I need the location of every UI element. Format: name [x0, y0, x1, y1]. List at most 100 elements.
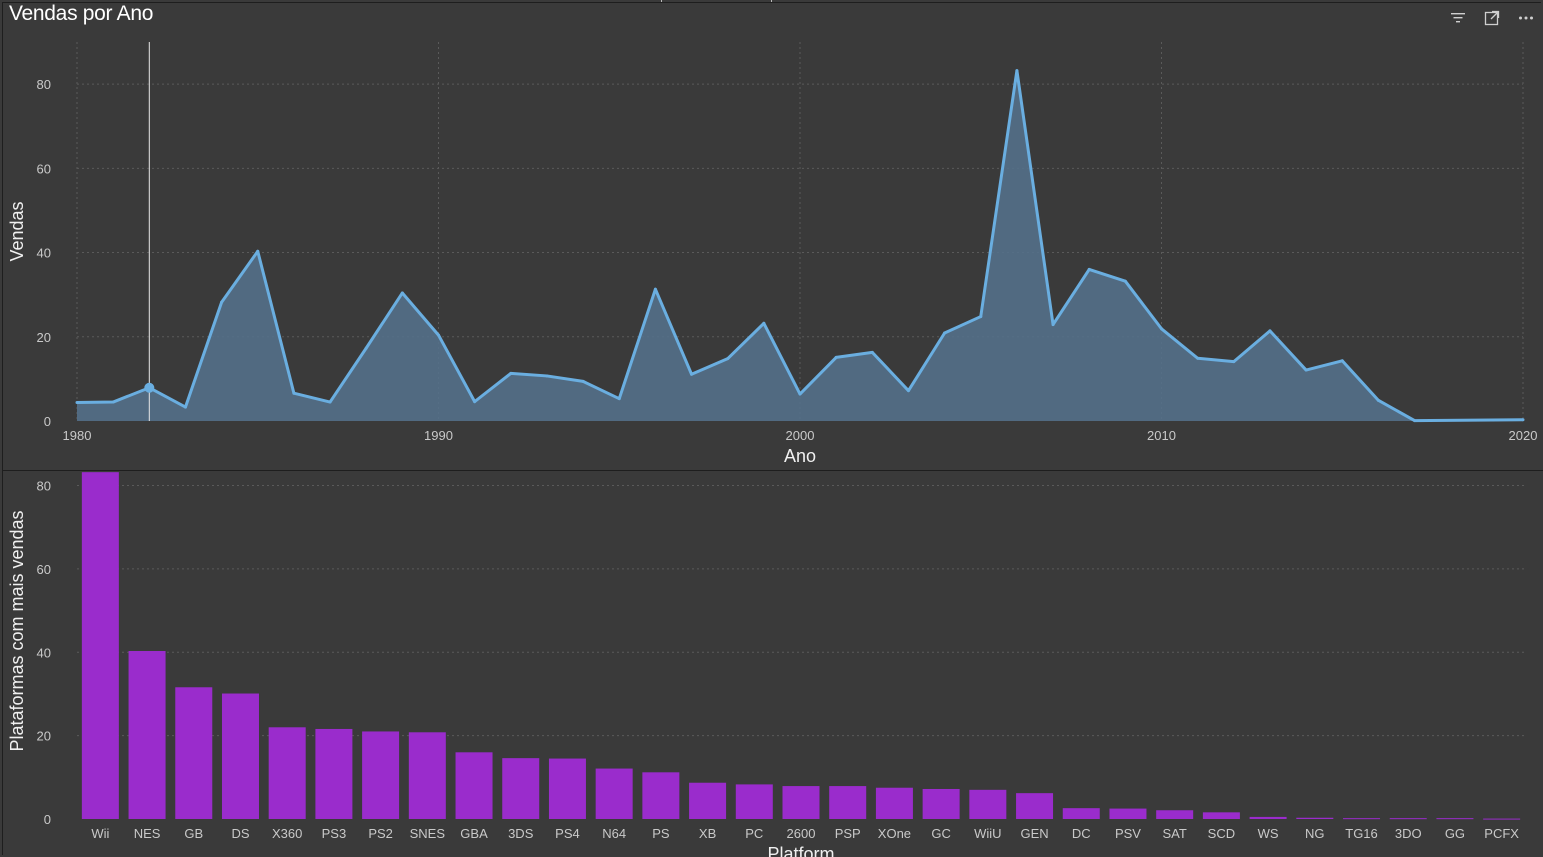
x-tick-label: SNES	[410, 826, 446, 841]
data-point	[581, 379, 585, 383]
x-tick-label: 2000	[786, 428, 815, 443]
data-point	[75, 400, 79, 404]
data-point	[726, 357, 730, 361]
bar-nes	[128, 651, 166, 819]
bar-dc	[1062, 808, 1100, 819]
bar-n64	[595, 768, 633, 819]
x-tick-label: SAT	[1163, 826, 1187, 841]
bar-gen	[1016, 793, 1054, 819]
y-tick-label: 0	[44, 812, 51, 827]
data-point	[617, 397, 621, 401]
data-point	[1232, 360, 1236, 364]
bar-3ds	[502, 758, 540, 819]
data-point	[1376, 398, 1380, 402]
x-tick-label: PS2	[368, 826, 393, 841]
bar-gg	[1436, 818, 1474, 820]
data-point	[1196, 356, 1200, 360]
bar-gc	[922, 788, 960, 819]
x-tick-label: XB	[699, 826, 716, 841]
bar-gb	[175, 687, 213, 819]
filter-button[interactable]	[1447, 8, 1469, 28]
sales-by-year-chart: 0 20 40 60 80 1980 1990 2000 2010 2020 Ano Vendas	[7, 42, 1538, 466]
x-tick-label: DC	[1072, 826, 1091, 841]
data-point	[1123, 279, 1127, 283]
filter-icon	[1451, 13, 1465, 23]
bar-xb	[689, 782, 727, 819]
data-point	[509, 371, 513, 375]
x-tick-label: 2020	[1509, 428, 1538, 443]
data-point	[1015, 69, 1019, 73]
bar-ps3	[315, 728, 353, 819]
bar-gba	[455, 752, 493, 819]
x-tick-label: XOne	[878, 826, 911, 841]
y-tick-label: 0	[44, 414, 51, 429]
bar-sat	[1156, 810, 1194, 819]
y-tick-label: 80	[37, 77, 51, 92]
more-options-button[interactable]	[1515, 8, 1537, 28]
sales-area	[77, 70, 1523, 421]
data-point	[906, 389, 910, 393]
y-tick-label: 60	[37, 562, 51, 577]
x-tick-label: GEN	[1020, 826, 1048, 841]
y-tick-label: 40	[37, 645, 51, 660]
bar-snes	[408, 732, 446, 819]
bar-wiiu	[969, 789, 1007, 819]
bar-psv	[1109, 808, 1147, 819]
data-point	[328, 400, 332, 404]
x-tick-label: DS	[231, 826, 249, 841]
bar-pc	[735, 784, 773, 819]
focus-mode-button[interactable]	[1481, 8, 1503, 28]
x-tick-label: GBA	[460, 826, 488, 841]
bar-pcfx	[1483, 818, 1521, 820]
y-tick-label: 20	[37, 729, 51, 744]
x-tick-label: PS3	[322, 826, 347, 841]
x-tick-label: 3DO	[1395, 826, 1422, 841]
top-edge-tick	[771, 0, 772, 2]
x-tick-label: 1990	[424, 428, 453, 443]
x-tick-label: PCFX	[1484, 826, 1519, 841]
focus-mode-icon	[1484, 10, 1500, 26]
bar-scd	[1202, 812, 1240, 819]
more-options-icon	[1519, 16, 1533, 20]
data-point	[1268, 329, 1272, 333]
x-tick-label: 1980	[63, 428, 92, 443]
x-tick-label: PS4	[555, 826, 580, 841]
data-point	[1521, 418, 1525, 422]
y-tick-label: 60	[37, 161, 51, 176]
data-point	[1051, 323, 1055, 327]
bar-3do	[1389, 818, 1427, 820]
bar-xone	[875, 787, 913, 819]
x-tick-label: 2010	[1147, 428, 1176, 443]
x-tick-label: WiiU	[974, 826, 1001, 841]
x-tick-label: PSV	[1115, 826, 1141, 841]
x-tick-label: NES	[134, 826, 161, 841]
top-edge-tick	[661, 0, 662, 2]
page-title: Vendas por Ano	[9, 2, 154, 25]
data-point	[834, 355, 838, 359]
data-point	[256, 249, 260, 253]
data-point	[1087, 267, 1091, 271]
bar-ps4	[548, 758, 586, 819]
data-point	[979, 315, 983, 319]
data-point	[183, 405, 187, 409]
data-point	[653, 287, 657, 291]
data-point	[1340, 359, 1344, 363]
bar-psp	[829, 786, 867, 819]
x-tick-label: X360	[272, 826, 302, 841]
data-point	[545, 374, 549, 378]
data-point	[437, 333, 440, 337]
y-tick-label: 40	[37, 246, 51, 261]
data-point	[943, 331, 947, 335]
x-tick-label: PC	[745, 826, 763, 841]
data-point	[220, 300, 224, 304]
x-tick-label: GC	[931, 826, 951, 841]
data-point	[1304, 368, 1308, 372]
data-point	[292, 391, 296, 395]
bar-tg16	[1343, 818, 1381, 820]
x-axis-title: Ano	[784, 446, 816, 466]
x-tick-label: PSP	[835, 826, 861, 841]
y-tick-label: 80	[37, 479, 51, 494]
data-point	[473, 400, 477, 404]
x-tick-label: WS	[1258, 826, 1279, 841]
